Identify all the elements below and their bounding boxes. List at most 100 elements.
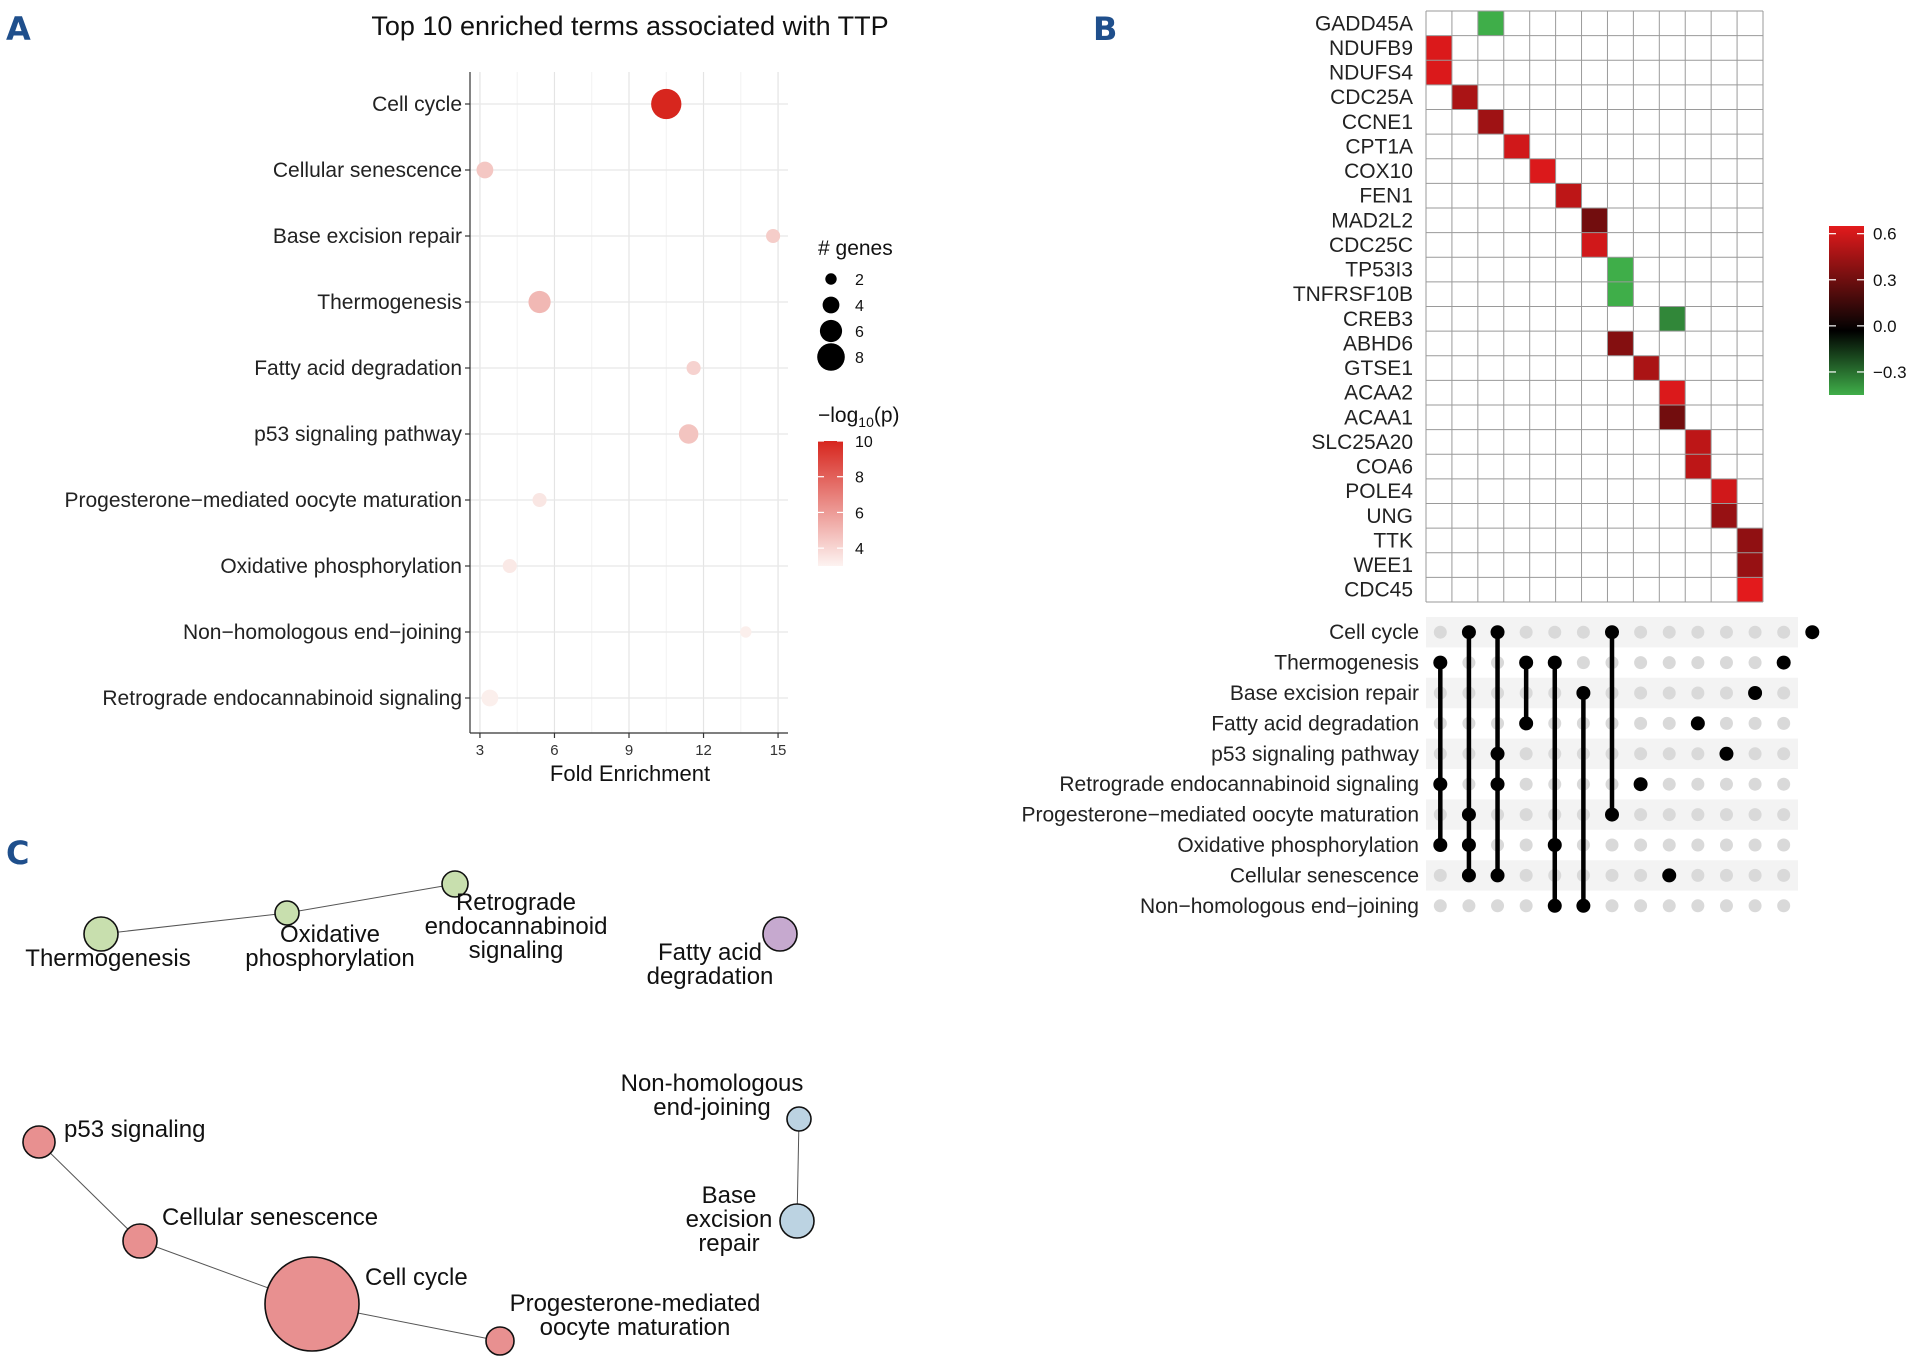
heatmap-row-label: CDC25C	[1329, 234, 1413, 257]
upset-filled-dot	[1490, 868, 1505, 883]
color-legend-title: −log10(p)	[818, 404, 900, 430]
size-legend-dot	[819, 319, 843, 343]
upset-empty-dot	[1433, 625, 1447, 639]
heatmap-row-label: GADD45A	[1315, 12, 1413, 35]
upset-empty-dot	[1634, 686, 1648, 700]
upset-empty-dot	[1719, 808, 1733, 822]
upset-empty-dot	[1634, 625, 1648, 639]
upset-filled-dot	[1490, 777, 1505, 792]
network-node-label: end-joining	[653, 1094, 770, 1121]
upset-empty-dot	[1719, 899, 1733, 913]
upset-matrix: Cell cycle Thermogenesis Base excision rep…	[1022, 617, 1820, 918]
y-category-label: Oxidative phosphorylation	[220, 555, 462, 578]
x-tick-label: 15	[770, 742, 787, 759]
dot-plot-title: Top 10 enriched terms associated with TT…	[371, 11, 888, 41]
heatmap-cell	[1737, 577, 1763, 602]
heatmap-color-legend: 0.6 0.3 0.0 −0.3	[1829, 225, 1907, 395]
upset-empty-dot	[1777, 868, 1791, 882]
upset-empty-dot	[1691, 899, 1705, 913]
upset-empty-dot	[1691, 656, 1705, 670]
upset-empty-dot	[1748, 716, 1762, 730]
upset-empty-dot	[1662, 716, 1676, 730]
heatmap-row-label: CDC25A	[1330, 86, 1413, 109]
upset-filled-dot	[1490, 746, 1505, 761]
upset-empty-dot	[1748, 899, 1762, 913]
dot-plot-grid	[470, 72, 788, 733]
heatmap-row-label: TNFRSF10B	[1293, 283, 1413, 306]
upset-empty-dot	[1777, 808, 1791, 822]
y-category-label: Non−homologous end−joining	[183, 621, 462, 644]
x-tick-label: 12	[695, 742, 712, 759]
upset-empty-dot	[1662, 899, 1676, 913]
upset-empty-dot	[1748, 777, 1762, 791]
network-node-label: Cell cycle	[365, 1264, 468, 1291]
upset-empty-dot	[1491, 899, 1505, 913]
heatmap-cell	[1737, 528, 1763, 553]
color-legend-label: 10	[855, 434, 873, 451]
data-point	[651, 88, 682, 120]
upset-empty-dot	[1691, 838, 1705, 852]
heatmap-cell	[1659, 306, 1686, 332]
upset-empty-dot	[1719, 656, 1733, 670]
color-legend-label: 4	[855, 541, 864, 558]
upset-empty-dot	[1748, 656, 1762, 670]
color-legend-bar	[818, 441, 843, 566]
network-nodes	[22, 870, 815, 1356]
upset-empty-dot	[1519, 625, 1533, 639]
heatmap-cell	[1607, 331, 1634, 356]
upset-row-label: Non−homologous end−joining	[1140, 895, 1419, 918]
upset-empty-dot	[1634, 838, 1648, 852]
heatmap-cell	[1529, 158, 1556, 184]
color-legend: −log10(p) 10 8 6 4	[818, 404, 900, 566]
upset-empty-dot	[1777, 747, 1791, 761]
network-node-label: oocyte maturation	[540, 1314, 731, 1341]
data-point	[532, 492, 547, 508]
size-legend: # genes 2 4 6 8	[817, 237, 893, 371]
network-node-cellcycle	[264, 1256, 360, 1352]
upset-empty-dot	[1519, 899, 1533, 913]
heatmap-row-label: CDC45	[1344, 579, 1413, 602]
dot-plot-x-axis-label: Fold Enrichment	[550, 761, 710, 786]
upset-empty-dot	[1662, 777, 1676, 791]
heatmap-cell	[1737, 552, 1763, 578]
network-node-label: Non-homologous	[621, 1070, 804, 1097]
network-node-senes	[122, 1223, 158, 1259]
heatmap-row-label: ABHD6	[1343, 332, 1413, 355]
upset-empty-dot	[1519, 868, 1533, 882]
upset-empty-dot	[1634, 808, 1648, 822]
upset-empty-dot	[1634, 899, 1648, 913]
heatmap-cell	[1685, 429, 1712, 455]
upset-empty-dot	[1691, 777, 1705, 791]
upset-empty-dot	[1691, 747, 1705, 761]
heatmap-row-label: ACAA2	[1344, 382, 1413, 405]
upset-empty-dot	[1576, 625, 1590, 639]
network-node-label: p53 signaling	[64, 1116, 205, 1143]
upset-filled-dot	[1576, 686, 1591, 700]
network-node-prog	[485, 1326, 515, 1356]
heatmap-row-label: TP53I3	[1345, 259, 1413, 282]
network-node-oxphos	[274, 900, 300, 926]
upset-filled-dot	[1461, 625, 1476, 640]
data-point	[502, 558, 517, 574]
heatmap-row-label: UNG	[1366, 505, 1413, 528]
upset-filled-dot	[1433, 655, 1448, 670]
upset-empty-dot	[1691, 868, 1705, 882]
network-node-label: Fatty acid	[658, 939, 762, 966]
upset-empty-dot	[1548, 625, 1562, 639]
heatmap-cell	[1503, 134, 1530, 159]
dot-plot-axes: 3 6 9 12 15 Cell cycle Cellular senescence Base…	[65, 72, 788, 759]
data-point	[740, 626, 752, 638]
y-category-label: Fatty acid degradation	[254, 357, 462, 380]
data-point	[528, 290, 551, 314]
color-legend-label: 8	[855, 470, 864, 487]
network-node-retro	[441, 870, 469, 898]
dot-plot-points	[476, 88, 781, 707]
upset-empty-dot	[1719, 838, 1733, 852]
heatmap-row-label: SLC25A20	[1311, 431, 1413, 454]
upset-filled-dot	[1461, 868, 1476, 883]
upset-empty-dot	[1719, 777, 1733, 791]
upset-filled-dot	[1633, 777, 1648, 792]
heatmap-legend-label: −0.3	[1873, 363, 1907, 382]
upset-filled-dot	[1461, 838, 1476, 852]
heatmap-cell	[1581, 208, 1608, 233]
